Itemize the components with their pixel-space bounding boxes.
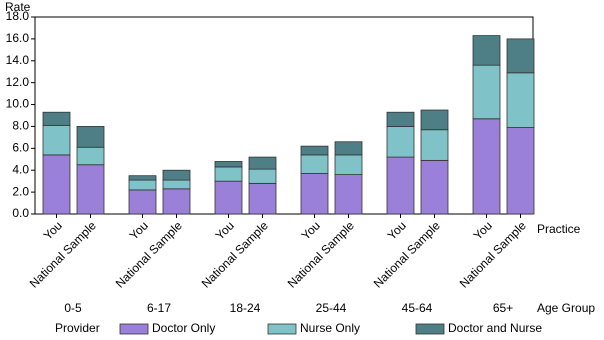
bar-segment [334, 174, 363, 215]
bar-segment [506, 38, 535, 74]
x-tick-label: You [299, 218, 323, 242]
legend-label: Doctor Only [152, 321, 215, 335]
bar-segment [506, 127, 535, 215]
bar-segment [248, 182, 277, 215]
y-axis-label: Rate [5, 0, 31, 14]
bar-segment [128, 189, 157, 215]
bar-segment [42, 154, 71, 215]
plot-frame [34, 16, 534, 215]
y-tick-label: 10.0 [6, 97, 30, 111]
x-tick-label: You [41, 218, 65, 242]
x-tick-label: You [385, 218, 409, 242]
bar-segment [300, 173, 329, 215]
bar-segment [76, 164, 105, 215]
bar-segment [214, 180, 243, 215]
bar-segment [214, 161, 243, 168]
legend-swatch [119, 323, 149, 335]
bar-segment [334, 141, 363, 156]
bar-segment [42, 124, 71, 156]
bar-segment [386, 126, 415, 158]
legend-title: Provider [55, 321, 100, 335]
x-tick-label: You [213, 218, 237, 242]
x-tick-label: You [471, 218, 495, 242]
bar-segment [472, 64, 501, 120]
group-label: 65+ [493, 301, 513, 315]
x-axis-label: Practice [537, 222, 581, 236]
bar-segment [76, 126, 105, 148]
bar-segment [162, 188, 191, 215]
y-tick-label: 16.0 [6, 31, 30, 45]
y-tick-label: 4.0 [12, 162, 29, 176]
y-tick-label: 12.0 [6, 75, 30, 89]
bar-segment [248, 168, 277, 184]
x-tick-label: You [127, 218, 151, 242]
y-tick-label: 14.0 [6, 53, 30, 67]
bar-segment [386, 156, 415, 215]
bar-segment [420, 129, 449, 161]
bar-segment [420, 109, 449, 131]
bar-segment [128, 175, 157, 181]
group-label: 0-5 [64, 301, 82, 315]
y-tick-label: 0.0 [12, 206, 29, 220]
y-tick-label: 6.0 [12, 141, 29, 155]
legend-label: Doctor and Nurse [448, 321, 542, 335]
bar-segment [300, 154, 329, 174]
group-label: 25-44 [316, 301, 347, 315]
bar-segment [128, 179, 157, 191]
bar-segment [162, 169, 191, 181]
bar-segment [248, 156, 277, 170]
legend-label: Nurse Only [300, 321, 360, 335]
bar-segment [214, 166, 243, 182]
y-tick-label: 2.0 [12, 184, 29, 198]
bar-segment [300, 145, 329, 156]
group-label: 6-17 [147, 301, 171, 315]
bar-segment [420, 159, 449, 215]
group-axis-label: Age Group [537, 301, 595, 315]
bar-segment [42, 111, 71, 126]
bar-segment [472, 118, 501, 215]
bar-segment [472, 35, 501, 66]
y-tick-label: 18.0 [6, 9, 30, 23]
y-tick-label: 8.0 [12, 119, 29, 133]
bar-segment [334, 154, 363, 175]
bar-segment [386, 111, 415, 127]
legend-swatch [267, 323, 297, 335]
bar-segment [76, 146, 105, 166]
legend-swatch [415, 323, 445, 335]
bar-segment [162, 179, 191, 190]
group-label: 18-24 [230, 301, 261, 315]
group-label: 45-64 [402, 301, 433, 315]
bar-segment [506, 72, 535, 128]
